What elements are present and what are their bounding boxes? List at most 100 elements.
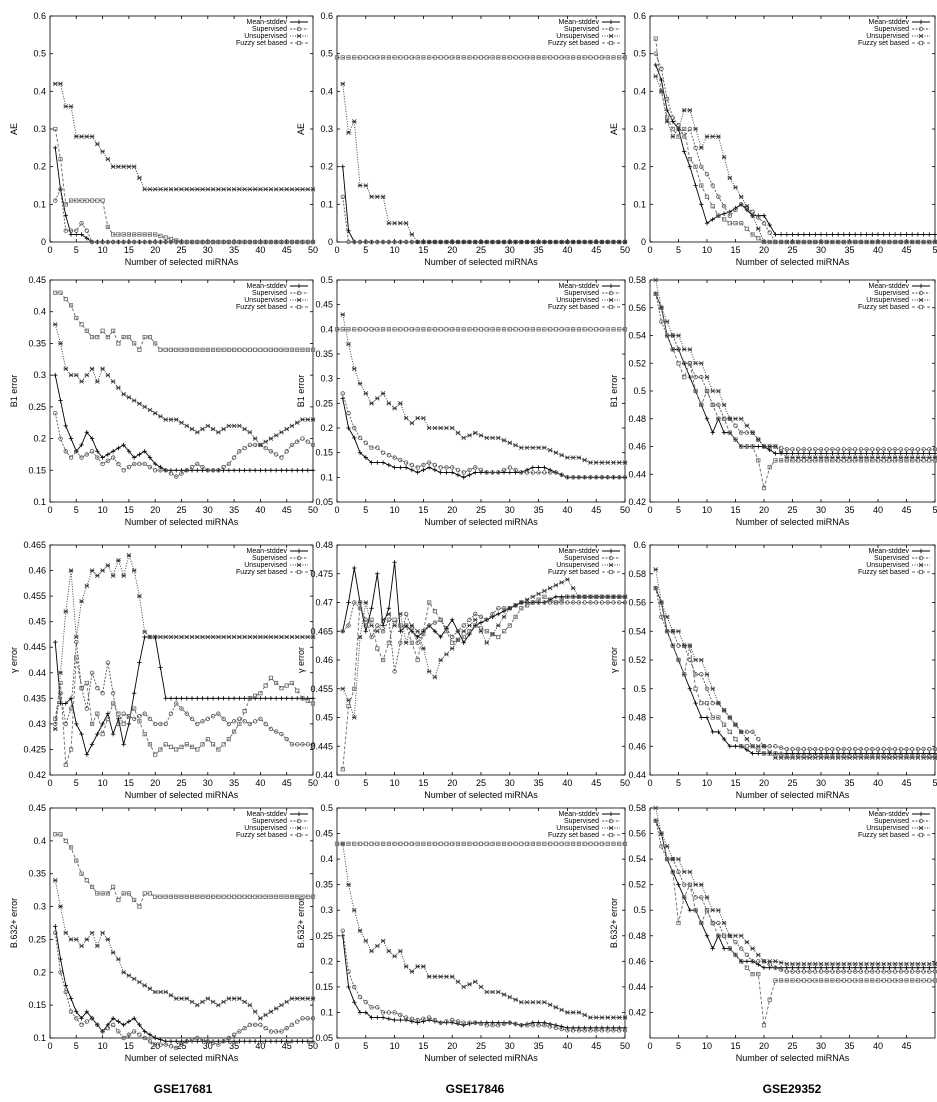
- x-tick-label: 10: [98, 245, 108, 255]
- data-point: [461, 984, 467, 990]
- data-point: [74, 232, 79, 237]
- data-point: [351, 119, 357, 124]
- x-tick-label: 40: [873, 505, 883, 515]
- data-point: [490, 841, 495, 846]
- data-point: [284, 468, 289, 473]
- data-point: [478, 55, 484, 60]
- data-point: [716, 907, 721, 913]
- data-point: [721, 920, 727, 926]
- x-tick-label: 40: [255, 1041, 265, 1051]
- x-tick-label: 0: [47, 245, 52, 255]
- data-point: [864, 969, 869, 974]
- x-tick-label: 10: [390, 245, 400, 255]
- data-point: [137, 979, 142, 985]
- data-point: [716, 729, 721, 735]
- data-point: [173, 186, 179, 192]
- series-supervised: [340, 928, 628, 1033]
- data-point: [699, 360, 704, 366]
- y-tick-label: 0.35: [28, 338, 46, 348]
- data-point: [813, 458, 818, 463]
- data-point: [258, 186, 263, 192]
- data-point: [398, 640, 403, 645]
- x-tick-label: 50: [308, 778, 318, 788]
- data-point: [427, 600, 432, 605]
- data-point: [421, 415, 426, 421]
- data-point: [478, 984, 484, 990]
- data-point: [693, 908, 698, 913]
- data-point: [268, 347, 274, 352]
- data-point: [163, 235, 168, 240]
- data-point: [357, 600, 363, 605]
- data-point: [881, 458, 886, 463]
- data-point: [881, 965, 886, 970]
- data-point: [576, 1010, 582, 1015]
- x-tick-label: 40: [562, 1041, 572, 1051]
- data-point: [294, 186, 300, 192]
- data-point: [279, 696, 284, 701]
- data-point: [478, 467, 484, 473]
- data-point: [415, 465, 420, 470]
- data-point: [305, 468, 310, 473]
- data-point: [116, 232, 121, 237]
- legend-marker: [608, 832, 614, 838]
- y-tick-label: 0.46: [315, 655, 333, 665]
- data-point: [744, 226, 750, 231]
- data-point: [750, 744, 755, 749]
- data-point: [733, 207, 738, 213]
- data-point: [605, 55, 610, 60]
- data-point: [784, 961, 790, 967]
- data-point: [704, 701, 710, 706]
- data-point: [392, 327, 397, 332]
- data-point: [716, 933, 721, 938]
- data-point: [796, 451, 801, 456]
- data-point: [247, 634, 253, 640]
- data-point: [116, 445, 121, 451]
- data-point: [870, 239, 875, 245]
- data-point: [386, 617, 392, 622]
- series-supervised: [53, 187, 316, 245]
- data-point: [524, 841, 530, 846]
- data-point: [184, 347, 189, 352]
- data-point: [835, 961, 841, 967]
- data-point: [864, 458, 869, 463]
- data-point: [375, 1005, 380, 1010]
- data-point: [864, 451, 869, 456]
- data-point: [807, 239, 812, 245]
- panel-gse29352-b1-error: 0 5 10 15 20 25 30 35 40 45 50.420.440.460.480.50.…: [609, 275, 937, 527]
- series-fuzzy-set-based: [334, 841, 628, 846]
- legend-marker: [296, 825, 302, 831]
- data-point: [221, 696, 226, 701]
- data-point: [398, 401, 403, 406]
- data-point: [131, 455, 137, 460]
- data-point: [756, 236, 761, 241]
- data-point: [739, 444, 744, 449]
- data-point: [263, 1012, 268, 1018]
- data-point: [864, 965, 869, 970]
- data-point: [74, 1009, 79, 1014]
- legend-label: Supervised: [564, 290, 599, 297]
- data-point: [570, 1028, 576, 1033]
- data-point: [530, 445, 536, 451]
- data-point: [111, 232, 116, 237]
- data-point: [63, 296, 68, 302]
- data-point: [95, 455, 100, 460]
- data-point: [693, 126, 698, 132]
- legend-label: Unsupervised: [556, 33, 599, 40]
- data-point: [824, 961, 829, 967]
- data-point: [921, 447, 926, 452]
- legend-marker: [918, 40, 924, 46]
- data-point: [904, 969, 909, 974]
- data-point: [126, 973, 132, 978]
- data-point: [121, 711, 126, 716]
- data-point: [137, 904, 142, 909]
- legend-label: Unsupervised: [244, 562, 287, 569]
- data-point: [784, 754, 789, 759]
- legend-marker: [918, 555, 924, 561]
- data-point: [421, 629, 426, 634]
- data-point: [605, 327, 610, 332]
- data-point: [300, 696, 305, 701]
- data-point: [268, 696, 274, 701]
- data-point: [158, 233, 163, 239]
- data-point: [501, 606, 507, 611]
- data-point: [507, 605, 513, 611]
